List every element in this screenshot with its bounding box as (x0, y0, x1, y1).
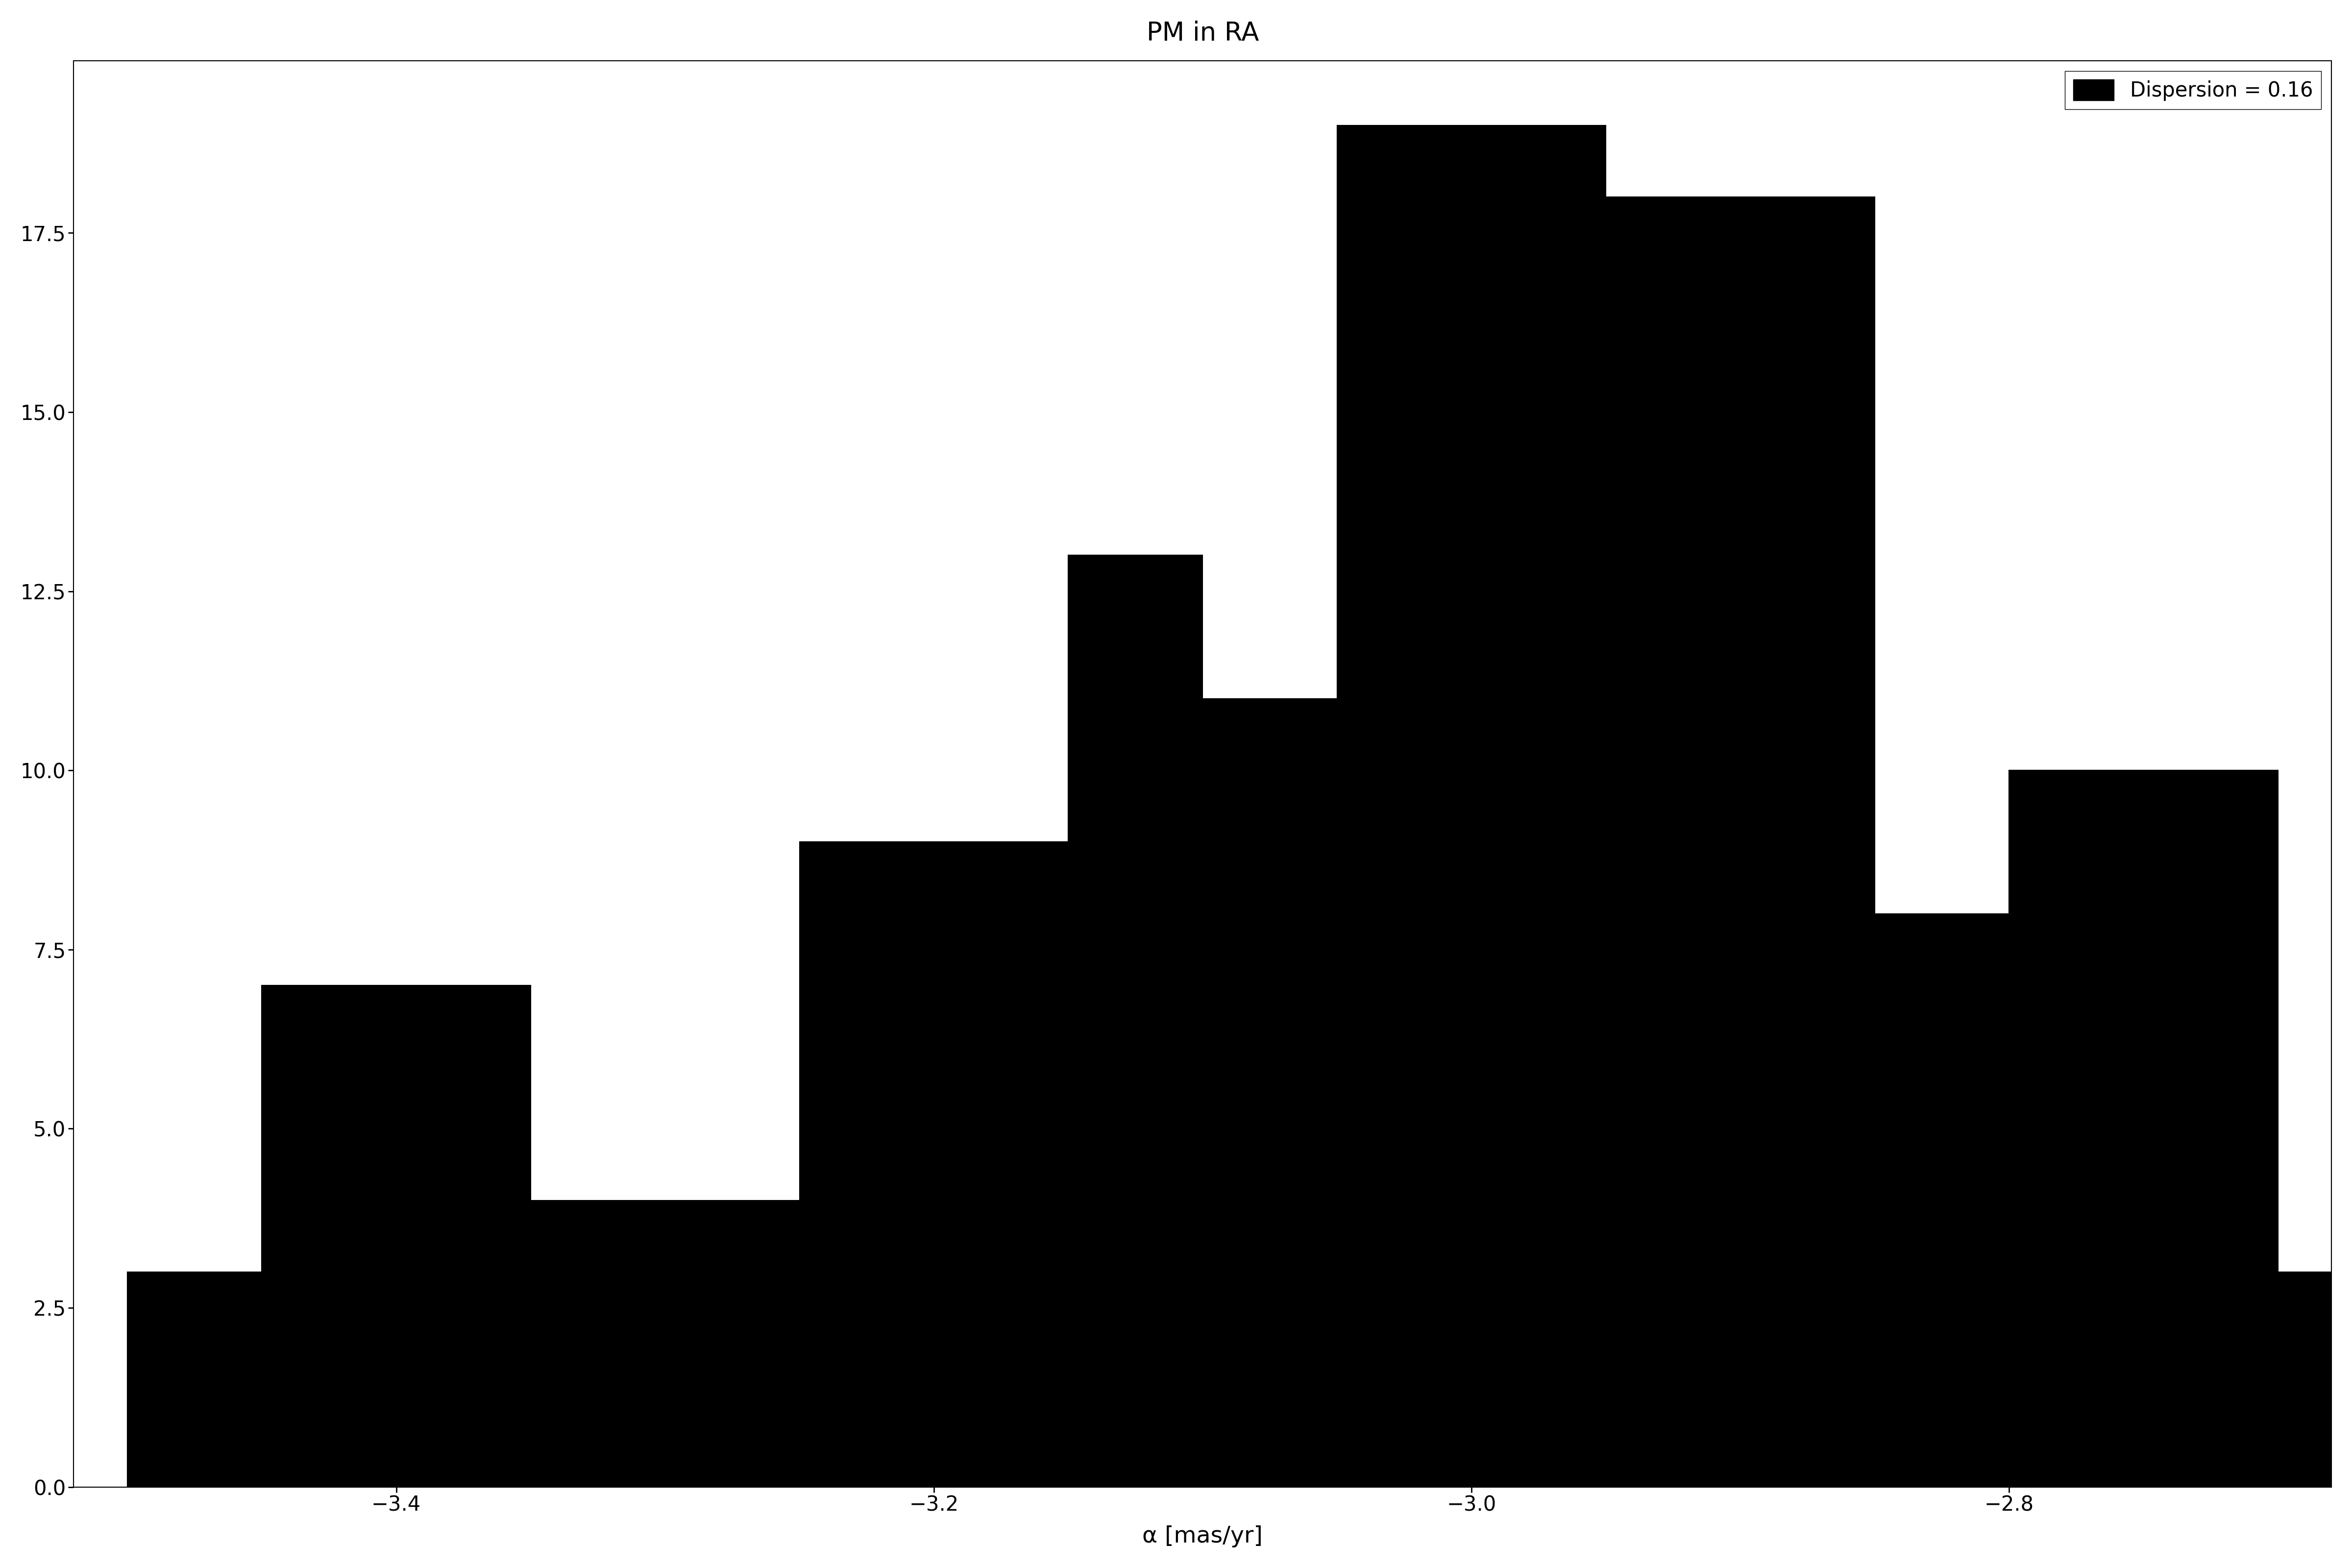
Title: PM in RA: PM in RA (1145, 20, 1258, 45)
X-axis label: α [mas/yr]: α [mas/yr] (1143, 1526, 1263, 1548)
Legend: Dispersion = 0.16: Dispersion = 0.16 (2065, 71, 2321, 110)
